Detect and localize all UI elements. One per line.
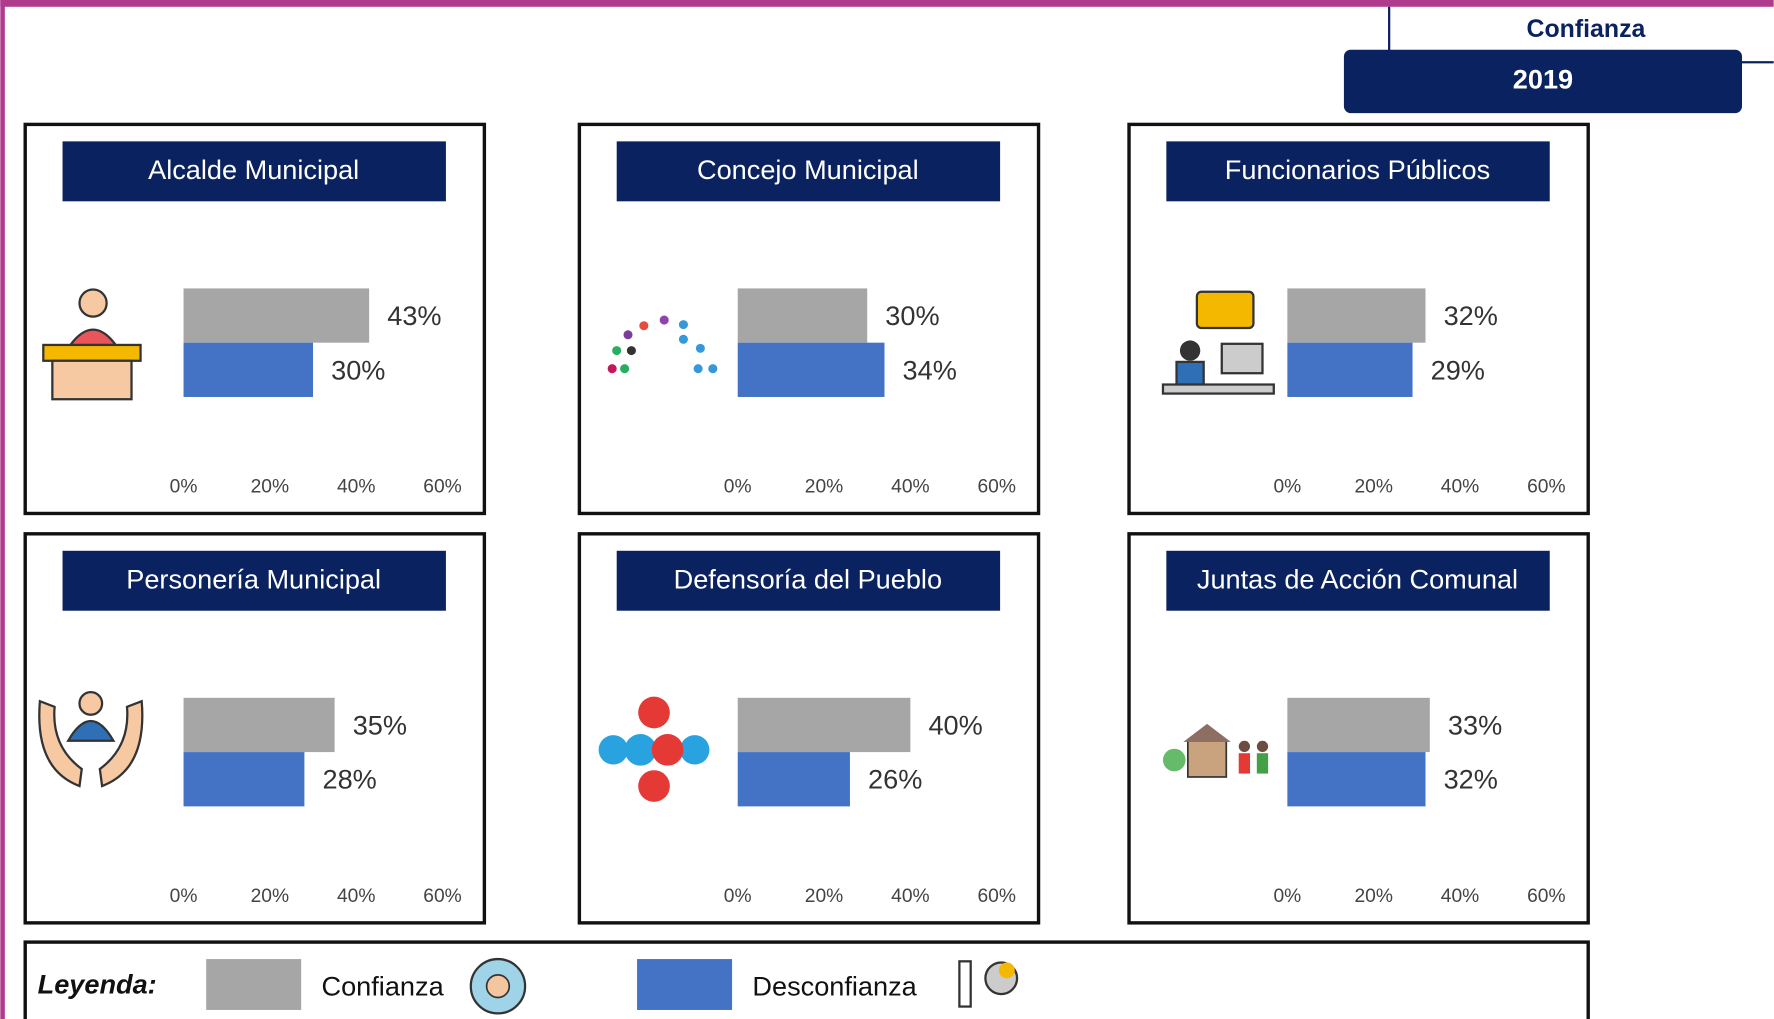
x-tick-label: 20% [251, 886, 289, 907]
left-border [0, 0, 5, 1019]
value-label: 35% [353, 709, 407, 740]
legend-label: Confianza [322, 971, 445, 1002]
header-label: Confianza [1527, 15, 1646, 43]
panel-title: Concejo Municipal [697, 154, 919, 185]
x-tick-label: 40% [891, 477, 929, 498]
x-tick-label: 0% [1273, 886, 1301, 907]
panel-title: Juntas de Acción Comunal [1197, 563, 1518, 594]
value-label: 32% [1444, 300, 1498, 331]
bar [738, 752, 850, 806]
icon-speaker [43, 290, 140, 400]
bar [184, 698, 335, 752]
value-label: 28% [322, 764, 376, 795]
bar [184, 343, 313, 397]
x-tick-label: 60% [423, 886, 461, 907]
panel-title: Defensoría del Pueblo [674, 563, 942, 594]
legend-label: Desconfianza [752, 971, 917, 1002]
x-tick-label: 0% [724, 886, 752, 907]
x-tick-label: 0% [724, 477, 752, 498]
value-label: 33% [1448, 709, 1502, 740]
panel-title: Funcionarios Públicos [1225, 154, 1490, 185]
year: 2019 [1513, 64, 1573, 95]
x-tick-label: 20% [805, 886, 843, 907]
x-tick-label: 60% [1527, 886, 1565, 907]
bar [738, 288, 867, 342]
x-tick-label: 60% [423, 477, 461, 498]
value-label: 29% [1431, 354, 1485, 385]
value-label: 30% [885, 300, 939, 331]
page: Confianza 2019 Leyenda: Confianza Desconf… [0, 0, 1774, 1019]
panel-title: Personería Municipal [126, 563, 381, 594]
x-tick-label: 40% [337, 886, 375, 907]
icon-ombudsman [599, 697, 710, 802]
x-tick-label: 20% [251, 477, 289, 498]
value-label: 40% [928, 709, 982, 740]
x-tick-label: 20% [805, 477, 843, 498]
icon-hands [39, 692, 142, 786]
top-border [0, 0, 1773, 7]
value-label: 30% [331, 354, 385, 385]
bar [1287, 752, 1425, 806]
bar [738, 698, 911, 752]
bar [1287, 288, 1425, 342]
value-label: 32% [1444, 764, 1498, 795]
x-tick-label: 60% [1527, 477, 1565, 498]
legend-icon [471, 959, 1017, 1013]
legend: Confianza Desconfianza [206, 959, 918, 1010]
bar [1287, 698, 1429, 752]
bar [738, 343, 885, 397]
x-tick-label: 20% [1354, 886, 1392, 907]
x-tick-label: 0% [1273, 477, 1301, 498]
x-tick-label: 20% [1354, 477, 1392, 498]
x-tick-label: 40% [337, 477, 375, 498]
legend-title: Leyenda: [38, 968, 157, 999]
value-label: 43% [387, 300, 441, 331]
bar [1287, 343, 1412, 397]
x-tick-label: 60% [977, 886, 1015, 907]
icon-officials [1163, 292, 1274, 394]
legend-swatch [637, 959, 732, 1010]
value-label: 34% [903, 354, 957, 385]
x-tick-label: 0% [170, 886, 198, 907]
icon-council [608, 316, 718, 374]
x-tick-label: 0% [170, 477, 198, 498]
icon-community [1163, 724, 1268, 777]
x-tick-label: 60% [977, 477, 1015, 498]
x-tick-label: 40% [1441, 477, 1479, 498]
legend-swatch [206, 959, 301, 1010]
bar [184, 288, 370, 342]
value-label: 26% [868, 764, 922, 795]
x-tick-label: 40% [891, 886, 929, 907]
x-tick-label: 40% [1441, 886, 1479, 907]
bar [184, 752, 305, 806]
panel-title: Alcalde Municipal [148, 154, 359, 185]
